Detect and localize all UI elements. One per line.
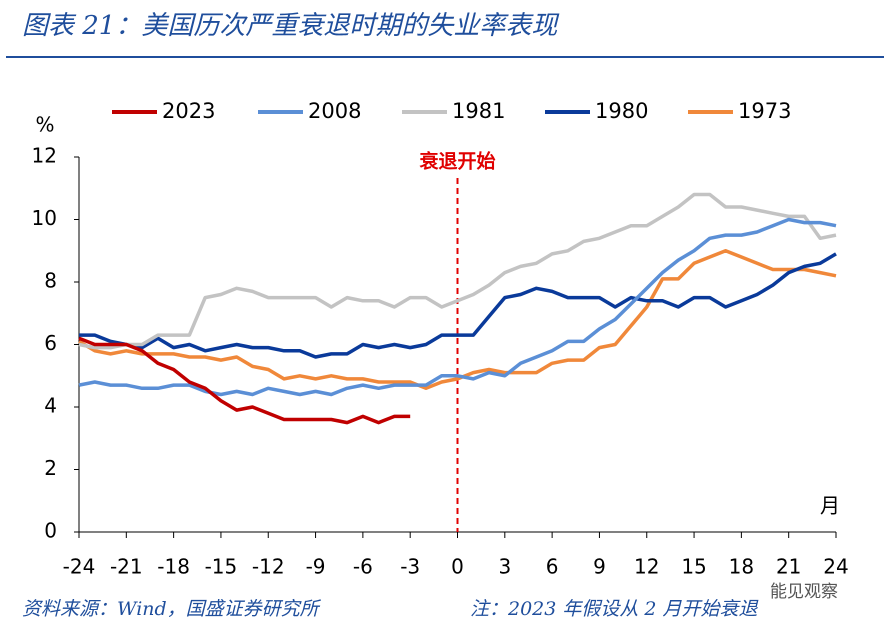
x-tick-label: -18 — [157, 555, 190, 579]
series-line — [78, 217, 837, 397]
source: 资料来源：Wind，国盛证券研究所 — [22, 598, 322, 620]
y-tick-label: 6 — [44, 331, 57, 355]
x-tick-label: -15 — [205, 555, 238, 579]
legend-label: 2008 — [308, 99, 361, 123]
x-tick-label: 6 — [546, 555, 559, 579]
x-tick-label: 18 — [729, 555, 754, 579]
x-tick-label: -9 — [306, 555, 326, 579]
y-tick-label: 2 — [44, 456, 57, 480]
x-tick-label: 3 — [498, 555, 511, 579]
y-tick-label: 12 — [32, 144, 57, 168]
x-tick-label: -21 — [110, 555, 143, 579]
x-tick-label: -3 — [400, 555, 420, 579]
series-line — [78, 192, 837, 350]
legend-label: 2023 — [162, 99, 215, 123]
series-line — [78, 336, 411, 425]
series-line — [79, 252, 837, 359]
y-tick-label: 10 — [32, 206, 57, 230]
x-axis-unit: 月 — [820, 494, 840, 518]
x-tick-label: 21 — [776, 555, 801, 579]
chart-title: 图表 21：美国历次严重衰退时期的失业率表现 — [22, 11, 560, 41]
y-axis-unit: % — [35, 113, 54, 137]
x-tick-label: -24 — [63, 555, 96, 579]
legend-label: 1980 — [595, 99, 648, 123]
x-tick-label: 15 — [681, 555, 706, 579]
watermark: 能见观察 — [770, 582, 838, 602]
x-tick-label: 0 — [451, 555, 464, 579]
note: 注：2023 年假设从 2 月开始衰退 — [470, 598, 759, 620]
series-line — [78, 249, 837, 391]
y-tick-label: 0 — [44, 519, 57, 543]
x-tick-label: 12 — [634, 555, 659, 579]
x-tick-label: -12 — [252, 555, 285, 579]
y-tick-label: 8 — [44, 269, 57, 293]
legend-label: 1981 — [452, 99, 505, 123]
x-tick-label: 24 — [823, 555, 848, 579]
x-tick-label: -6 — [353, 555, 373, 579]
y-tick-label: 4 — [44, 394, 57, 418]
legend-label: 1973 — [738, 99, 791, 123]
annotation: 衰退开始 — [418, 150, 495, 173]
x-tick-label: 9 — [593, 555, 606, 579]
